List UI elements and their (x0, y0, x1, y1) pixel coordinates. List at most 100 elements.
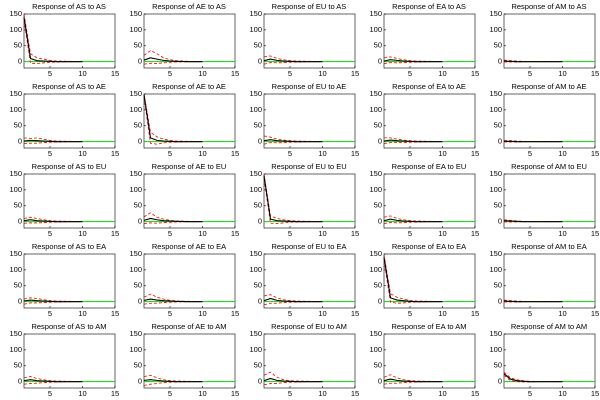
response-line (263, 377, 323, 383)
y-tick-label: 0 (498, 217, 502, 226)
plot-frame (263, 173, 356, 229)
panel-title: Response of AS to AE (32, 82, 106, 91)
x-tick-label: 10 (198, 229, 206, 238)
y-tick-label: 50 (254, 41, 262, 50)
x-tick-label: 15 (231, 229, 239, 238)
response-line (503, 373, 563, 383)
x-tick-label: 10 (78, 389, 86, 398)
x-tick-label: 15 (591, 309, 599, 318)
x-tick-label: 10 (558, 229, 566, 238)
x-tick-label: 15 (471, 69, 479, 78)
plot-frame (143, 253, 236, 309)
y-tick-label: 50 (254, 361, 262, 370)
response-line (23, 299, 83, 303)
band-line (23, 376, 83, 383)
y-tick-label: 150 (9, 169, 22, 178)
y-tick-label: 50 (494, 281, 502, 290)
plot-frame (263, 333, 356, 389)
x-tick-label: 5 (168, 149, 172, 158)
panel-title: Response of AS to AM (31, 322, 106, 331)
y-tick-label: 150 (129, 89, 142, 98)
y-tick-label: 150 (249, 9, 262, 18)
band-line (383, 141, 443, 144)
plot-frame (503, 253, 596, 309)
response-line (143, 57, 203, 63)
y-tick-label: 50 (14, 201, 22, 210)
y-tick-label: 0 (18, 217, 22, 226)
y-tick-label: 100 (249, 25, 262, 34)
y-tick-label: 0 (378, 377, 382, 386)
x-tick-label: 10 (78, 309, 86, 318)
panel-title: Response of AS to EU (32, 162, 107, 171)
x-tick-label: 10 (558, 69, 566, 78)
panel-title: Response of EA to EA (392, 242, 466, 251)
y-tick-label: 50 (14, 281, 22, 290)
x-tick-label: 15 (351, 229, 359, 238)
y-tick-label: 50 (494, 121, 502, 130)
plot-frame (23, 173, 116, 229)
response-line (383, 139, 443, 143)
response-line (23, 17, 83, 63)
y-tick-label: 100 (489, 185, 502, 194)
x-tick-label: 5 (288, 69, 292, 78)
y-tick-label: 50 (134, 361, 142, 370)
x-tick-label: 5 (528, 389, 532, 398)
x-tick-label: 5 (48, 69, 52, 78)
response-line (503, 220, 563, 223)
x-tick-label: 10 (198, 149, 206, 158)
band-line (143, 61, 203, 65)
x-tick-label: 10 (558, 389, 566, 398)
band-line (263, 381, 323, 386)
panel-title: Response of EU to EA (271, 242, 346, 251)
x-tick-label: 10 (78, 69, 86, 78)
y-tick-label: 0 (18, 57, 22, 66)
y-tick-label: 0 (258, 377, 262, 386)
response-line (143, 379, 203, 383)
y-tick-label: 100 (489, 105, 502, 114)
y-tick-label: 100 (369, 345, 382, 354)
y-tick-label: 150 (249, 329, 262, 338)
x-tick-label: 10 (78, 149, 86, 158)
response-line (503, 60, 563, 63)
response-line (263, 139, 323, 143)
x-tick-label: 10 (198, 389, 206, 398)
band-line (383, 381, 443, 385)
x-tick-label: 5 (288, 389, 292, 398)
x-tick-label: 5 (48, 389, 52, 398)
x-tick-label: 15 (591, 69, 599, 78)
y-tick-label: 100 (369, 185, 382, 194)
y-tick-label: 150 (489, 169, 502, 178)
band-line (263, 141, 323, 145)
band-line (383, 221, 443, 224)
x-tick-label: 10 (558, 309, 566, 318)
y-tick-label: 100 (369, 25, 382, 34)
y-tick-label: 150 (9, 9, 22, 18)
plot-frame (143, 333, 236, 389)
y-tick-label: 0 (18, 297, 22, 306)
y-tick-label: 50 (374, 201, 382, 210)
x-tick-label: 5 (408, 149, 412, 158)
y-tick-label: 100 (9, 105, 22, 114)
response-line (143, 298, 203, 303)
x-tick-label: 5 (528, 149, 532, 158)
x-tick-label: 5 (528, 229, 532, 238)
y-tick-label: 0 (378, 217, 382, 226)
y-tick-label: 0 (258, 137, 262, 146)
y-tick-label: 100 (129, 265, 142, 274)
plot-frame (23, 333, 116, 389)
y-tick-label: 150 (489, 89, 502, 98)
band-line (383, 215, 443, 223)
y-tick-label: 100 (9, 185, 22, 194)
band-line (263, 55, 323, 63)
y-tick-label: 0 (138, 377, 142, 386)
y-tick-label: 50 (254, 121, 262, 130)
y-tick-label: 150 (249, 249, 262, 258)
panel-title: Response of EA to EU (392, 162, 467, 171)
response-line (23, 379, 83, 383)
y-tick-label: 100 (369, 265, 382, 274)
y-tick-label: 0 (138, 217, 142, 226)
response-line (143, 217, 203, 223)
y-tick-label: 0 (18, 137, 22, 146)
band-line (143, 301, 203, 305)
